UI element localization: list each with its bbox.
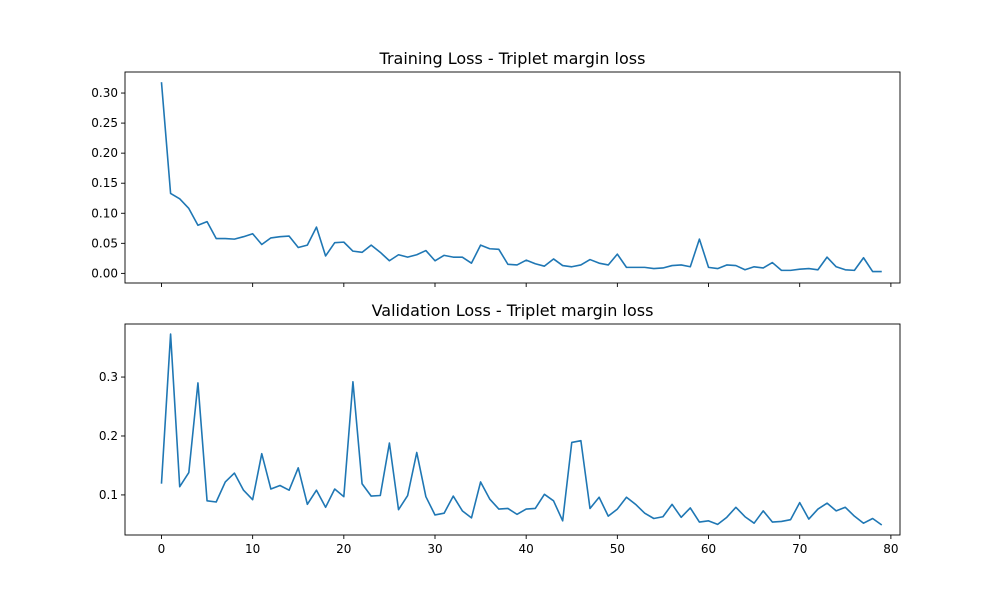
- training-y-tick-label: 0.15: [91, 176, 118, 190]
- validation-plot-frame: [124, 323, 901, 536]
- validation-chart-title: Validation Loss - Triplet margin loss: [372, 301, 654, 320]
- validation-x-tick-label: 70: [792, 542, 807, 556]
- training-y-tick-label: 0.30: [91, 86, 118, 100]
- validation-x-tick-label: 10: [245, 542, 260, 556]
- training-loss-line: [160, 82, 882, 273]
- training-y-tick-label: 0.25: [91, 116, 118, 130]
- validation-x-tick-label: 0: [158, 542, 166, 556]
- training-y-tick-label: 0.05: [91, 236, 118, 250]
- validation-x-tick-label: 50: [610, 542, 625, 556]
- training-chart: Training Loss - Triplet margin loss 0.00 0…: [91, 49, 901, 287]
- training-y-tick-label: 0.00: [91, 266, 118, 280]
- validation-x-tick-label: 40: [519, 542, 534, 556]
- charts: Training Loss - Triplet margin loss 0.00 0…: [91, 49, 901, 556]
- training-y-tick-label: 0.20: [91, 146, 118, 160]
- validation-chart: Validation Loss - Triplet margin loss 0.1…: [99, 301, 901, 556]
- training-y-tick-label: 0.10: [91, 206, 118, 220]
- validation-loss-line: [160, 333, 883, 526]
- validation-x-tick-label: 30: [427, 542, 442, 556]
- validation-y-tick-label: 0.2: [99, 429, 118, 443]
- validation-y-tick-label: 0.1: [99, 488, 118, 502]
- validation-y-tick-label: 0.3: [99, 370, 118, 384]
- training-chart-title: Training Loss - Triplet margin loss: [379, 49, 646, 68]
- validation-x-tick-label: 20: [336, 542, 351, 556]
- validation-x-tick-label: 60: [701, 542, 716, 556]
- training-plot-frame: [124, 71, 901, 284]
- validation-x-tick-label: 80: [883, 542, 898, 556]
